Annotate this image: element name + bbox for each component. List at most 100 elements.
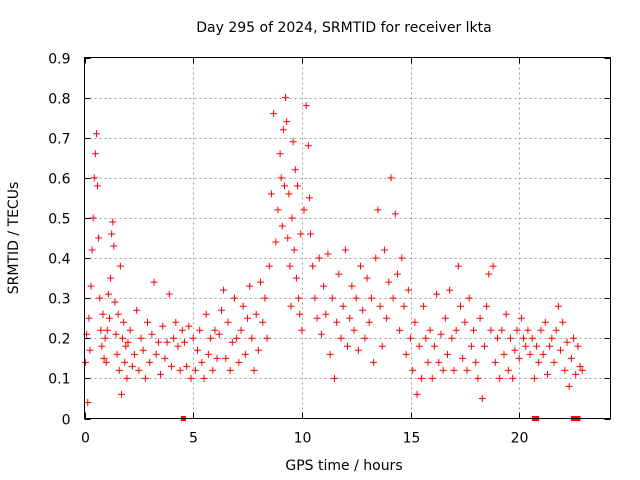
data-point bbox=[574, 342, 582, 350]
data-point bbox=[272, 238, 280, 246]
data-point bbox=[493, 334, 501, 342]
data-point bbox=[102, 358, 110, 366]
data-point bbox=[100, 354, 108, 362]
data-point bbox=[124, 338, 132, 346]
data-point bbox=[92, 130, 100, 138]
data-point bbox=[114, 310, 122, 318]
data-point bbox=[428, 374, 436, 382]
data-point bbox=[220, 286, 228, 294]
data-point bbox=[470, 326, 478, 334]
data-point bbox=[277, 174, 285, 182]
data-point bbox=[530, 374, 538, 382]
data-point bbox=[116, 262, 124, 270]
data-point bbox=[435, 358, 443, 366]
data-point bbox=[365, 318, 373, 326]
data-point bbox=[144, 318, 152, 326]
x-tick-label: 20 bbox=[511, 431, 529, 447]
data-point bbox=[191, 366, 199, 374]
data-point bbox=[84, 398, 92, 406]
data-point bbox=[507, 334, 515, 342]
data-point bbox=[178, 326, 186, 334]
data-point bbox=[367, 294, 375, 302]
y-tick-label: 0.4 bbox=[48, 252, 70, 268]
data-point bbox=[196, 326, 204, 334]
data-point bbox=[422, 334, 430, 342]
data-point bbox=[326, 350, 334, 358]
y-tick-label: 0.9 bbox=[48, 52, 70, 68]
data-point bbox=[346, 314, 354, 322]
data-point bbox=[461, 318, 469, 326]
data-point bbox=[413, 390, 421, 398]
data-point bbox=[439, 366, 447, 374]
data-point bbox=[404, 286, 412, 294]
data-point bbox=[284, 234, 292, 242]
data-point bbox=[137, 334, 145, 342]
data-point bbox=[320, 282, 328, 290]
data-point bbox=[378, 342, 386, 350]
data-point bbox=[409, 366, 417, 374]
y-tick-label: 0.6 bbox=[48, 172, 70, 188]
data-point bbox=[380, 246, 388, 254]
data-point bbox=[294, 182, 302, 190]
data-point bbox=[387, 174, 395, 182]
data-point bbox=[489, 262, 497, 270]
data-point bbox=[350, 326, 358, 334]
data-point bbox=[176, 366, 184, 374]
data-point bbox=[161, 354, 169, 362]
data-point bbox=[509, 374, 517, 382]
data-point bbox=[467, 342, 475, 350]
data-point bbox=[576, 362, 584, 370]
data-point bbox=[433, 290, 441, 298]
data-point bbox=[222, 354, 230, 362]
data-point bbox=[443, 350, 451, 358]
data-point bbox=[235, 358, 243, 366]
data-point bbox=[154, 338, 162, 346]
data-point bbox=[524, 326, 532, 334]
data-point bbox=[105, 314, 113, 322]
y-axis-label: SRMTID / TECUs bbox=[6, 182, 22, 295]
data-point bbox=[402, 350, 410, 358]
data-point bbox=[552, 326, 560, 334]
data-point bbox=[163, 338, 171, 346]
data-point bbox=[383, 314, 391, 322]
x-axis-label: GPS time / hours bbox=[285, 458, 402, 474]
data-point bbox=[110, 242, 118, 250]
data-point bbox=[97, 326, 105, 334]
data-point bbox=[385, 278, 393, 286]
data-point bbox=[454, 262, 462, 270]
data-point bbox=[167, 362, 175, 370]
data-point bbox=[517, 314, 525, 322]
data-point bbox=[94, 182, 102, 190]
data-point bbox=[289, 138, 297, 146]
data-point bbox=[496, 374, 504, 382]
data-point bbox=[135, 366, 143, 374]
data-point bbox=[437, 330, 445, 338]
y-tick-label: 0.3 bbox=[48, 292, 70, 308]
data-point bbox=[457, 302, 465, 310]
data-point bbox=[557, 346, 565, 354]
data-point bbox=[561, 366, 569, 374]
data-point bbox=[282, 94, 290, 102]
data-point bbox=[150, 278, 158, 286]
data-point bbox=[183, 362, 191, 370]
data-point bbox=[103, 326, 111, 334]
data-point bbox=[252, 310, 260, 318]
data-point bbox=[187, 374, 195, 382]
data-point bbox=[287, 302, 295, 310]
data-point bbox=[224, 318, 232, 326]
data-point bbox=[305, 194, 313, 202]
data-point bbox=[500, 350, 508, 358]
data-point bbox=[226, 366, 234, 374]
data-point bbox=[215, 330, 223, 338]
data-point bbox=[121, 358, 129, 366]
data-point bbox=[90, 174, 98, 182]
y-tick-label: 0 bbox=[62, 413, 71, 429]
data-point bbox=[465, 294, 473, 302]
y-tick-label: 0.1 bbox=[48, 372, 70, 388]
data-point bbox=[324, 250, 332, 258]
data-point bbox=[370, 358, 378, 366]
data-point bbox=[259, 318, 267, 326]
data-point bbox=[539, 350, 547, 358]
data-point bbox=[537, 326, 545, 334]
data-point bbox=[172, 318, 180, 326]
